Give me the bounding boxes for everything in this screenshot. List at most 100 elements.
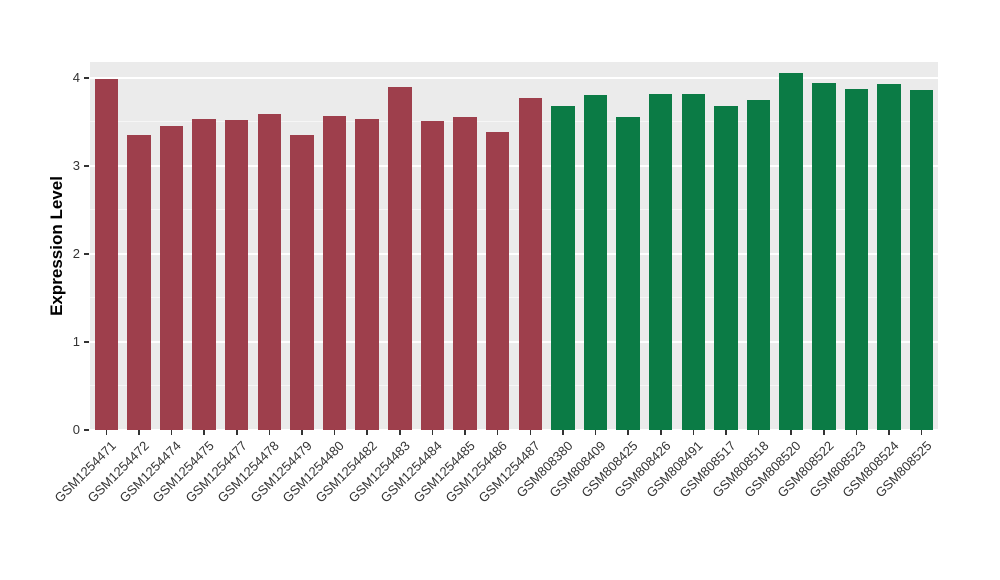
bar-GSM808522 [812,83,836,430]
bar-GSM1254475 [192,119,216,430]
x-tick-mark [333,430,336,435]
x-tick-label: GSM1254486 [442,438,511,506]
y-tick-mark [84,429,89,431]
bar-GSM808491 [681,93,706,430]
bar-GSM1254487 [518,98,543,430]
plot-panel [90,62,938,431]
x-tick-label: GSM1254484 [377,438,446,506]
y-tick-label: 0 [72,422,80,437]
x-tick-label: GSM808525 [872,438,935,501]
y-tick-mark [84,165,89,167]
x-tick-mark [496,430,499,435]
x-tick-mark [203,430,205,435]
x-tick-label: GSM808380 [513,438,576,501]
x-tick-mark [888,430,890,435]
x-tick-mark [594,430,597,435]
x-tick-mark [366,430,368,435]
bar-GSM1254478 [257,113,282,430]
x-tick-mark [725,430,727,435]
x-tick-mark [236,430,238,435]
x-tick-label: GSM1254485 [410,438,478,506]
x-tick-mark [790,430,792,435]
x-tick-label: GSM1254471 [51,438,119,506]
gridline-major [90,165,938,167]
x-tick-mark [823,430,825,435]
x-tick-label: GSM808518 [708,438,772,501]
bar-GSM808523 [844,89,869,430]
x-tick-label: GSM808425 [578,438,641,501]
x-tick-label: GSM808491 [643,438,706,501]
gridline-major [90,429,938,431]
bar-GSM1254480 [322,115,347,430]
x-tick-label: GSM1254474 [116,438,185,506]
x-tick-label: GSM1254477 [182,438,250,506]
bar-GSM1254484 [420,121,445,430]
bar-GSM808409 [583,94,608,430]
x-tick-label: GSM808426 [611,438,674,501]
x-tick-label: GSM1254479 [247,438,315,506]
x-tick-mark [105,430,108,435]
x-tick-label: GSM1254472 [84,438,152,506]
bar-GSM1254472 [127,135,151,430]
gridline-minor [90,209,938,211]
bar-GSM808517 [714,106,738,430]
x-tick-label: GSM808517 [676,438,739,501]
x-tick-label: GSM1254487 [475,438,543,506]
bar-GSM1254479 [290,135,314,430]
bar-GSM808380 [551,106,575,430]
x-tick-label: GSM808409 [545,438,609,501]
bar-GSM808518 [746,99,771,430]
x-tick-mark [170,430,173,435]
y-tick-mark [84,77,89,79]
bar-GSM808426 [649,93,673,430]
y-axis-title: Expression Level [47,176,66,316]
x-tick-mark [431,430,434,435]
gridline-major [90,253,938,255]
bar-GSM1254471 [94,78,119,430]
bar-GSM1254483 [388,86,412,430]
y-tick-label: 4 [72,69,80,85]
x-tick-mark [464,430,466,435]
y-tick-mark [84,253,89,255]
bar-GSM1254477 [225,120,249,430]
bar-GSM808425 [616,117,640,430]
x-tick-label: GSM1254478 [214,438,282,506]
x-tick-mark [399,430,401,435]
x-tick-mark [268,430,271,435]
gridline-minor [90,385,938,387]
y-tick-label: 1 [72,333,80,349]
x-tick-label: GSM1254482 [312,438,380,506]
gridline-minor [90,121,938,123]
x-tick-label: GSM808524 [839,438,902,501]
bar-GSM808524 [877,84,901,430]
x-tick-mark [627,430,629,435]
bar-GSM1254474 [159,126,184,430]
x-tick-mark [562,430,564,435]
y-tick-mark [84,341,89,343]
x-tick-mark [660,430,662,435]
x-tick-mark [920,430,923,435]
x-tick-mark [138,430,140,435]
x-tick-label: GSM808523 [806,438,870,501]
x-tick-mark [301,430,303,435]
x-tick-mark [529,430,532,435]
y-tick-label: 3 [72,157,80,173]
x-tick-label: GSM1254480 [279,438,348,506]
bar-GSM808525 [909,90,934,430]
bar-GSM1254486 [485,131,510,430]
x-tick-mark [692,430,695,435]
x-tick-label: GSM808522 [774,438,837,501]
gridline-major [90,341,938,343]
x-tick-mark [757,430,760,435]
bar-GSM808520 [779,72,803,430]
gridline-minor [90,297,938,299]
y-tick-label: 2 [72,245,80,261]
bar-GSM1254482 [355,119,379,430]
gridline-major [90,77,938,79]
x-tick-label: GSM1254483 [345,438,413,506]
x-tick-label: GSM1254475 [149,438,217,506]
bar-GSM1254485 [453,116,477,430]
x-tick-mark [855,430,858,435]
x-tick-label: GSM808520 [741,438,804,501]
